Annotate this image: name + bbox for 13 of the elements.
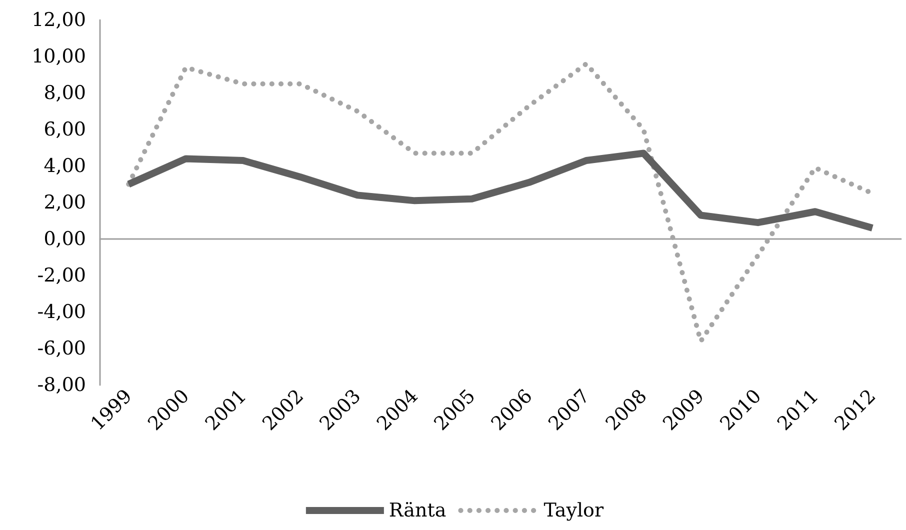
- y-tick-label: 0,00: [44, 228, 86, 250]
- y-tick-label: -8,00: [37, 374, 86, 396]
- y-tick-label: 12,00: [32, 9, 86, 31]
- y-tick-label: -6,00: [37, 338, 86, 360]
- y-tick-label: 8,00: [44, 82, 86, 104]
- y-tick-label: 4,00: [44, 155, 86, 177]
- y-tick-label: 10,00: [32, 46, 86, 68]
- y-tick-label: 2,00: [44, 192, 86, 214]
- legend-label: Ränta: [388, 500, 446, 522]
- y-tick-label: -2,00: [37, 264, 86, 286]
- legend-label: Taylor: [544, 500, 604, 522]
- y-tick-label: -4,00: [37, 301, 86, 323]
- y-tick-label: 6,00: [44, 118, 86, 140]
